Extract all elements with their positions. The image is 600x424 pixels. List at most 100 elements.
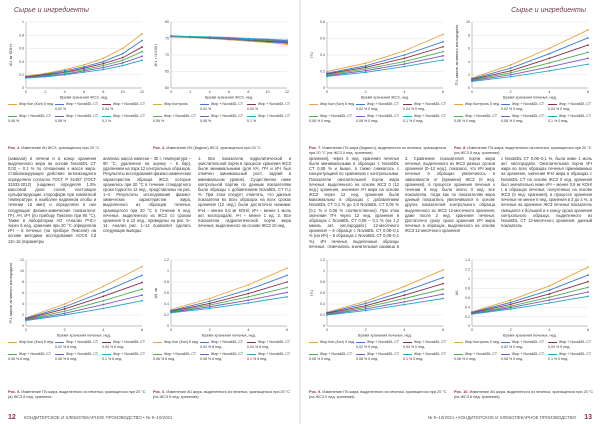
legend-swatch <box>102 103 111 105</box>
x-tick-label: 2 <box>44 90 46 94</box>
data-point <box>364 300 367 303</box>
legend-swatch <box>403 115 412 117</box>
data-point <box>364 68 367 70</box>
legend-item: Жир + Nova6DL CT 0,08 % <box>200 114 246 123</box>
data-point <box>509 301 512 304</box>
data-point <box>364 71 367 74</box>
y-axis-label: АЧ, мг КОН/г <box>9 43 13 66</box>
legend-label: Жир + Nova6DL CT 0,1 % 0 нед. <box>403 352 446 361</box>
legend-label: Жир Кон (Кон) 6 нед. <box>320 102 355 106</box>
figure-7: 0 0.2 0.4 0.6 0.8 0 2 4 6 Время хранения ЖСЗ, нед… <box>309 18 449 123</box>
data-point <box>548 296 551 299</box>
chart-fig9: 0 0.2 0.4 0.6 0.8 1 1.2 0 2 4 6 Время хранения пече… <box>310 258 444 337</box>
series-line <box>471 37 589 80</box>
legend-item: Жир Контроль 0 нед. <box>454 340 500 345</box>
legend-label: Жир + Nova6DL CT 0,02 % 0 нед. <box>356 102 399 111</box>
y-tick-label: 0.4 <box>465 305 470 309</box>
legend-label: Жир Кон (Кон) 0 нед. <box>320 340 355 344</box>
data-point <box>442 269 444 271</box>
caption-fig7-num: Рис. 7. <box>309 146 322 150</box>
footer-right: № 9–10/2021 • КОНДИТЕРСКОЕ И ХЛЕБОПЕКАРН… <box>427 415 576 420</box>
chart-fig7: 0 0.2 0.4 0.6 0.8 0 2 4 6 Время хранения ЖСЗ, нед… <box>310 20 444 99</box>
data-point <box>102 291 105 293</box>
data-point <box>141 299 143 302</box>
series-line <box>326 269 444 313</box>
y-tick-label: 0 <box>468 86 470 90</box>
caption-fig7-text: Изменение ПЧ жира (йодного), выделенного… <box>309 146 447 155</box>
figure-6: 0 0.2 0.4 0.6 0.8 1 1.2 0 2 4 6 Время хранения пече… <box>153 256 293 361</box>
series-line <box>326 277 444 314</box>
legend-swatch <box>153 341 162 343</box>
legend-item: Жир + Nova6DL CT 0,08 % 6 нед. <box>200 352 246 361</box>
y-axis-label: ПЧ <box>310 290 314 296</box>
legend-label: Жир + Nova6DL CT 0,06 % 0 нед. <box>309 352 352 361</box>
y-tick-label: 10 <box>466 20 470 24</box>
data-point <box>326 70 328 73</box>
x-tick-label: 2 <box>64 328 66 332</box>
caption-fig4: Рис. 4. Изменение ИЧ (йодное) ЖСЗ, храня… <box>153 146 293 151</box>
legend-label: Жир Контроль 0 нед. <box>465 340 500 344</box>
data-point <box>63 308 66 310</box>
legend-item: Жир + Nova6DL CT 0,04 % <box>247 102 293 111</box>
data-point <box>286 43 288 46</box>
data-point <box>548 299 551 301</box>
data-point <box>509 73 512 76</box>
data-point <box>286 267 288 270</box>
data-point <box>141 59 143 62</box>
legend-swatch <box>309 353 318 355</box>
data-point <box>102 66 105 69</box>
legend-label: Жир + Nova6DL CT 0,06 % 6 нед. <box>153 352 196 361</box>
legend-swatch <box>247 115 256 117</box>
x-tick-label: 6 <box>286 328 288 332</box>
legend-item: Жир + Nova6DL CT 0,04 % 0 нед. <box>403 102 449 111</box>
legend-label: Жир + Nova6DL CT 0,04 % 6 нед. <box>102 340 145 349</box>
data-point <box>141 46 143 48</box>
legend-item: Жир + Nova6DL CT 0,1 % 6 нед. <box>247 352 293 361</box>
legend-swatch <box>403 353 412 355</box>
data-point <box>509 64 512 66</box>
data-point <box>587 295 589 298</box>
y-tick-label: 0.2 <box>320 313 325 317</box>
series-line <box>25 288 143 320</box>
data-point <box>63 303 66 305</box>
x-tick-label: 6 <box>587 90 589 94</box>
data-point <box>286 39 288 42</box>
legend-label: Жир + Nova6DL CT 0,06 % 0 нед. <box>454 114 497 123</box>
y-axis-label: ПЧ, ммоль активного кислорода/кг <box>9 262 13 323</box>
legend-label: Жир Кон (Кон) 6 нед. <box>19 102 54 106</box>
data-point <box>442 54 444 57</box>
data-point <box>170 311 172 314</box>
legend-label: Жир Кон (Кон) 6 нед. <box>164 340 199 344</box>
data-point <box>403 60 406 63</box>
data-point <box>63 314 66 316</box>
legend-label: Жир + Nova6DL CT 0,08 % <box>200 114 243 123</box>
legend-swatch <box>8 103 17 105</box>
y-tick-label: 10 <box>20 269 24 273</box>
legend-label: Жир + Nova6DL CT 0,02 % <box>55 102 98 111</box>
data-point <box>102 62 105 65</box>
data-point <box>121 64 124 67</box>
x-tick-label: 10 <box>266 90 270 94</box>
data-point <box>63 312 66 315</box>
text-column-4: хранения), через 6 нед. хранения печенья… <box>309 156 399 248</box>
series-line <box>471 63 589 82</box>
x-tick-label: 2 <box>365 328 367 332</box>
data-point <box>403 63 406 65</box>
caption-fig6-num: Рис. 6. <box>153 390 166 394</box>
caption-fig10-text: Изменение АЧ жира, выделенного из печень… <box>454 390 594 399</box>
series-line <box>471 57 589 82</box>
data-point <box>548 289 551 292</box>
series-line <box>326 288 444 315</box>
legend-item: Жир + Nova6DL CT 0,1 % 0 нед. <box>548 114 594 123</box>
legend-item: Жир Контроль <box>153 102 199 107</box>
data-point <box>286 274 288 277</box>
legend-item: Жир + Nova6DL CT 0,06 % 6 нед. <box>153 352 199 361</box>
data-point <box>364 304 367 307</box>
data-point <box>403 65 406 68</box>
series-line <box>326 283 444 314</box>
data-point <box>509 71 512 74</box>
legend-label: Жир + Nova6DL CT 0,1 % 6 нед. <box>247 352 290 361</box>
series-line <box>326 41 444 74</box>
legend-swatch <box>454 341 463 343</box>
